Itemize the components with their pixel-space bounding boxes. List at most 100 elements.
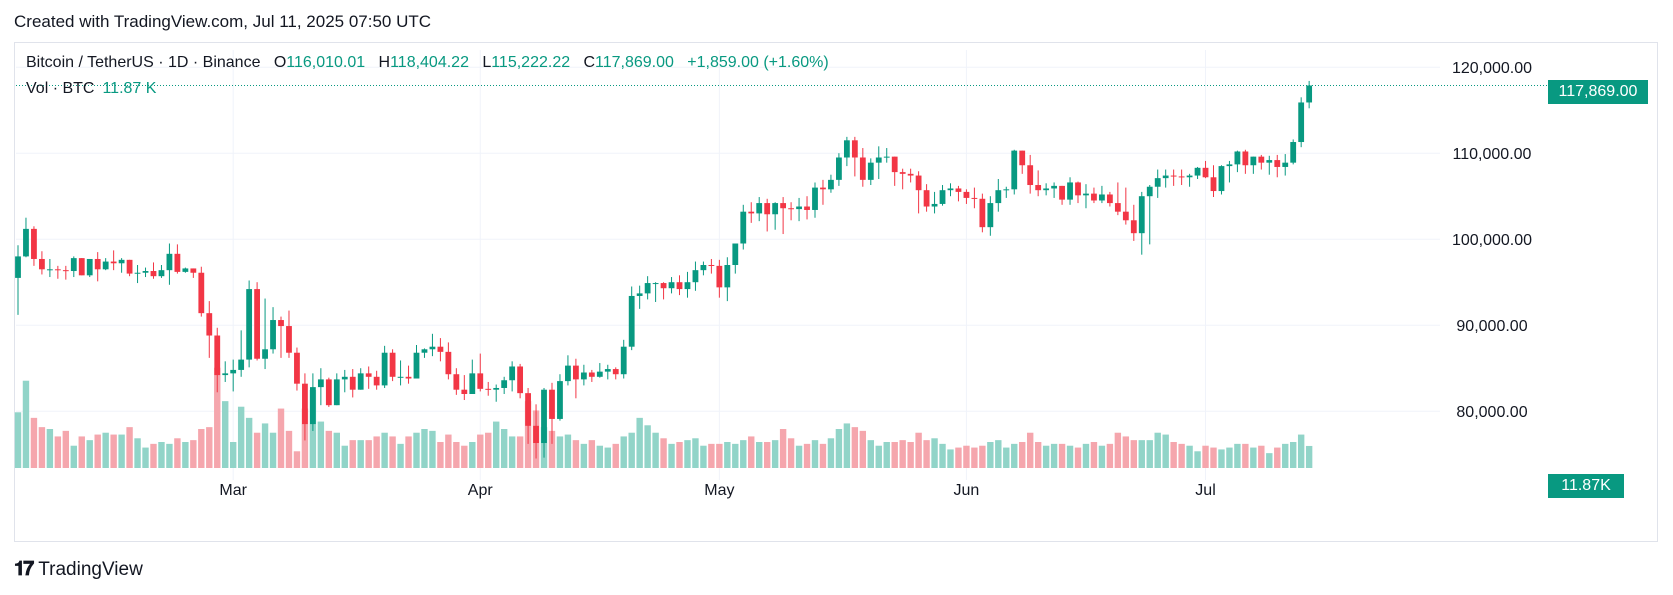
candle-body <box>477 373 484 389</box>
volume-bar <box>493 421 500 468</box>
volume-value: 11.87 K <box>102 80 157 97</box>
candle-body <box>1043 188 1050 191</box>
tradingview-logo[interactable]: 𝟏𝟕 TradingView <box>14 558 143 581</box>
candle-body <box>1290 142 1297 163</box>
volume-bar <box>1162 434 1169 468</box>
candle-body <box>110 261 117 264</box>
candle-body <box>676 282 683 290</box>
candle-body <box>716 265 723 288</box>
time-tick-label: Jun <box>954 482 980 499</box>
candle-body <box>206 313 213 336</box>
candle-body <box>1130 220 1137 234</box>
volume-bar <box>851 427 859 468</box>
volume-bar <box>588 440 596 468</box>
candle-body <box>947 188 954 191</box>
candle-body <box>915 175 922 191</box>
candle-body <box>1051 185 1057 189</box>
open-value: 116,010.01 <box>286 54 366 71</box>
volume-bar <box>875 445 882 468</box>
volume-bar <box>110 434 117 468</box>
candle-body <box>588 372 595 377</box>
candle-body <box>1067 182 1073 200</box>
volume-bar <box>1050 443 1058 468</box>
candle-body <box>429 346 436 350</box>
candle-body <box>612 369 619 375</box>
candle-body <box>294 352 300 384</box>
volume-bar <box>1218 449 1225 468</box>
price-tick-label: 120,000.00 <box>1452 60 1532 77</box>
candle-body <box>780 203 787 209</box>
candle-body <box>23 228 29 257</box>
volume-bar <box>453 442 460 468</box>
volume-bar <box>397 443 404 468</box>
candle-body <box>867 162 874 180</box>
candle-body <box>86 258 93 276</box>
candle-body <box>94 258 101 270</box>
volume-bar <box>349 440 356 468</box>
candle-body <box>485 388 492 390</box>
volume-bar <box>652 432 659 468</box>
candle-body <box>891 156 898 173</box>
candle-body <box>325 379 332 406</box>
candle-body <box>118 259 125 264</box>
candle-body <box>604 369 611 372</box>
candle-body <box>557 381 563 419</box>
volume-bar <box>174 438 181 468</box>
candle-body <box>262 349 268 359</box>
candle-body <box>198 272 205 314</box>
volume-bar <box>508 436 516 468</box>
volume-bar <box>485 432 492 468</box>
candle-body <box>796 206 802 210</box>
volume-bar <box>907 442 914 468</box>
volume-bar <box>293 451 301 468</box>
candle-body <box>1003 189 1010 191</box>
volume-bar <box>182 442 189 468</box>
time-tick-label: Jul <box>1195 482 1215 499</box>
volume-bar <box>572 440 580 468</box>
volume-bar <box>1242 443 1249 468</box>
volume-bar <box>126 427 133 468</box>
volume-bar <box>214 367 221 468</box>
volume-bar <box>381 432 388 468</box>
volume-bar <box>1090 442 1098 468</box>
candle-body <box>509 366 516 381</box>
last-volume-tag: 11.87K <box>1548 474 1624 498</box>
volume-bar <box>14 412 22 468</box>
volume-bar <box>86 440 93 468</box>
volume-bar <box>756 442 763 468</box>
volume-bar <box>620 436 627 468</box>
chart-frame <box>14 42 1658 542</box>
volume-bar <box>1258 445 1265 468</box>
volume-bar <box>1066 445 1074 468</box>
candle-body <box>357 373 364 390</box>
symbol-label[interactable]: Bitcoin / TetherUS · 1D · Binance <box>26 54 261 71</box>
volume-label[interactable]: Vol · BTC <box>26 80 95 97</box>
volume-bar <box>1234 443 1241 468</box>
candle-body <box>995 190 1002 204</box>
candle-body <box>381 352 388 386</box>
candle-body <box>278 320 284 327</box>
volume-bar <box>206 427 213 468</box>
candle-body <box>1011 150 1018 190</box>
volume-bar <box>971 447 978 468</box>
candle-body <box>349 376 356 390</box>
candle-body <box>748 211 755 214</box>
candle-body <box>341 376 348 380</box>
candle-body <box>254 289 260 359</box>
volume-bar <box>373 436 380 468</box>
created-with-label: Created with TradingView.com, Jul 11, 20… <box>14 12 432 31</box>
volume-bar <box>1226 447 1233 468</box>
volume-bar <box>269 432 277 468</box>
volume-bar <box>94 434 101 468</box>
price-tick-label: 110,000.00 <box>1453 146 1532 163</box>
volume-bar <box>1170 442 1177 468</box>
candle-body <box>190 268 197 273</box>
volume-bar <box>1034 442 1042 468</box>
candle-body <box>134 272 141 274</box>
high-label: H <box>378 54 391 71</box>
volume-bar <box>38 427 46 468</box>
candle-body <box>652 283 659 285</box>
candle-body <box>1091 193 1097 201</box>
candle-body <box>1019 150 1026 166</box>
